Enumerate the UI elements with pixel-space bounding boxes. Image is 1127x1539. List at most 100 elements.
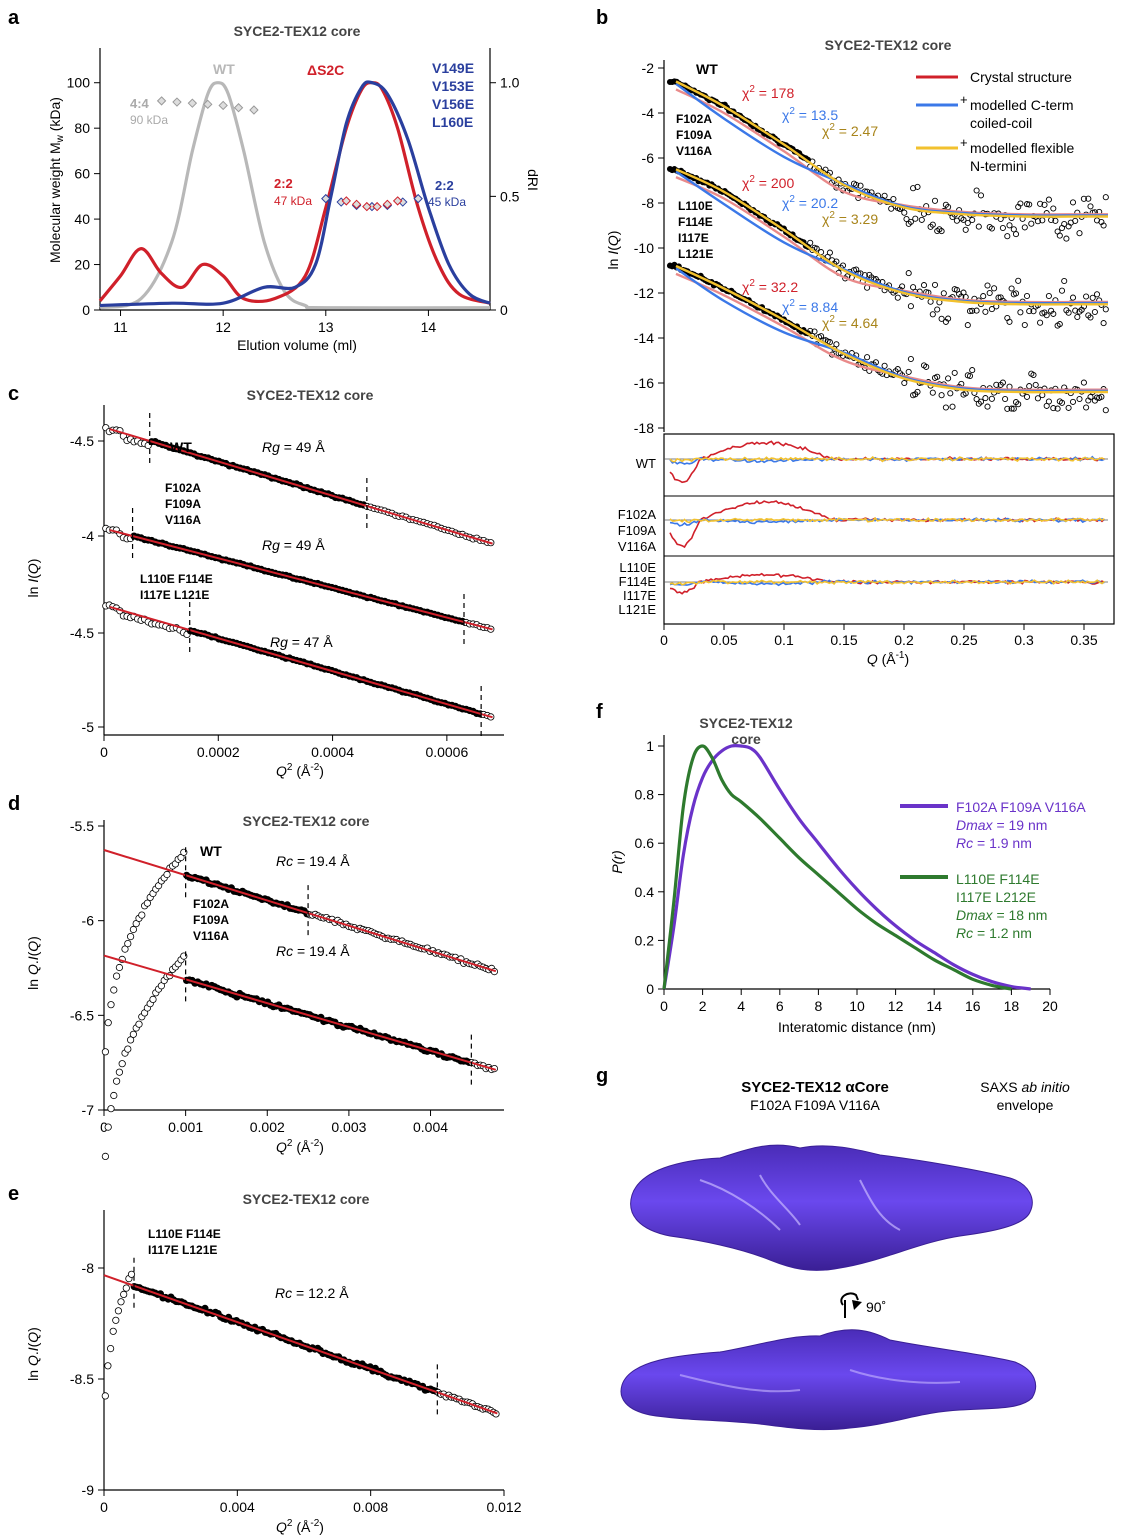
panel-letter-c: c (8, 383, 19, 405)
a-label-ds2c: ΔS2C (307, 62, 344, 78)
b-data-point (988, 306, 995, 313)
f-xtick-label: 12 (888, 998, 904, 1014)
panel-e-title: SYCE2-TEX12 core (243, 1191, 370, 1207)
d-fit-line (103, 849, 497, 973)
a-dri-curve-0 (99, 81, 491, 310)
envelope-top-highlights (699, 1174, 901, 1231)
d-data-point (135, 1020, 143, 1028)
b-data-point (1041, 201, 1048, 208)
b-data-point (1065, 309, 1072, 316)
e-data-point (112, 1316, 120, 1324)
b-data-point (1063, 235, 1070, 242)
f-xtick-label: 10 (849, 998, 865, 1014)
panel-e-ylabel: ln Q.I(Q) (25, 1327, 41, 1381)
b-data-point (993, 381, 1000, 388)
d-data-point (107, 1001, 115, 1009)
panel-e-xlabel: Q2 (Å-2) (276, 1518, 324, 1535)
e-xtick-label: 0.004 (220, 1499, 255, 1515)
b-data-point (1023, 292, 1031, 300)
panel-letter-a: a (8, 7, 20, 29)
b-legend-nterm-2: N-termini (970, 158, 1027, 174)
c-ytick-label: -4 (82, 528, 95, 544)
b-label-m1-3: V116A (676, 144, 712, 158)
f-xtick-label: 6 (776, 998, 784, 1014)
d-data-point (149, 995, 157, 1004)
b-legend-plus-1: + (960, 92, 968, 107)
f-ytick-label: 0.8 (635, 787, 655, 803)
d-data-point (110, 1091, 118, 1100)
b-resid-label: L110E (619, 560, 656, 575)
d-data-point (124, 939, 132, 948)
d-label-wt: WT (200, 843, 222, 859)
a-mw-marker (172, 97, 182, 107)
b-xtick-label: 0.05 (710, 632, 737, 648)
b-data-point (988, 395, 995, 402)
b-label-m1-2: F109A (676, 128, 712, 142)
f-pr-curve-0 (662, 743, 1031, 991)
b-resid-label: L121E (618, 602, 656, 617)
e-fit-line (103, 1274, 498, 1415)
b-legend-crystal: Crystal structure (970, 69, 1072, 85)
b-chi-squared: χ2 = 8.84 (782, 298, 838, 315)
c-label-m1-1: F102A (165, 481, 201, 495)
b-ytick-label: -2 (642, 60, 655, 76)
b-data-point (1058, 287, 1066, 294)
b-data-point (1015, 277, 1022, 284)
b-data-point (991, 285, 998, 292)
panel-b-title: SYCE2-TEX12 core (825, 37, 952, 53)
b-data-point (1072, 307, 1079, 314)
b-data-point (1021, 224, 1028, 231)
panel-f-title-1: SYCE2-TEX12 (699, 715, 793, 731)
b-data-point (1023, 393, 1031, 400)
panel-letter-f: f (596, 701, 603, 723)
panel-letter-g: g (596, 1065, 608, 1087)
e-ytick-label: -8 (82, 1260, 95, 1276)
f-legend-2-name-1: L110E F114E (956, 871, 1040, 887)
panel-c-xlabel: Q2 (Å-2) (276, 762, 324, 779)
b-data-point (1037, 200, 1044, 207)
b-data-point (1083, 404, 1090, 411)
panel-d-chart: SYCE2-TEX12 core 0 0.001 0.002 0.003 0.004 -5… (25, 813, 504, 1161)
b-ytick-label: -14 (634, 330, 654, 346)
b-data-point (1052, 217, 1059, 224)
b-residual-trace (669, 516, 1105, 524)
f-legend-2-rc: Rc = 1.2 nm (956, 925, 1032, 941)
c-fit-line (109, 428, 493, 545)
b-fit-cterm (675, 267, 1108, 393)
b-legend-cterm-1: modelled C-term (970, 97, 1073, 113)
b-data-point (977, 398, 985, 405)
f-xtick-label: 14 (926, 998, 942, 1014)
a-mw-marker (351, 199, 362, 210)
e-xtick-label: 0.008 (353, 1499, 388, 1515)
a-label-mut-2: V153E (432, 78, 474, 94)
d-data-point (143, 899, 151, 907)
b-residual-trace (669, 455, 1105, 465)
d-data-point (127, 932, 135, 941)
a-mw-marker (187, 98, 198, 108)
b-data-point (881, 362, 888, 369)
c-xtick-label: 0.0002 (197, 744, 240, 760)
b-data-point (1076, 395, 1083, 403)
b-chi-squared: χ2 = 13.5 (782, 106, 838, 123)
e-data-point (107, 1345, 115, 1353)
d-ytick-label: -6 (82, 913, 95, 929)
b-data-point (1069, 199, 1077, 206)
f-ytick-label: 0.2 (635, 932, 655, 948)
b-xtick-label: 0.3 (1014, 632, 1034, 648)
b-data-point (1080, 195, 1087, 202)
b-data-point (977, 192, 985, 199)
c-label-m2-2: I117E L121E (140, 588, 209, 602)
panel-letter-d: d (8, 793, 20, 815)
d-data-point (107, 1105, 115, 1113)
b-data-point (980, 293, 987, 300)
b-data-point (1008, 285, 1015, 292)
b-data-point (969, 367, 976, 374)
b-data-point (1102, 407, 1109, 414)
b-legend-nterm-1: modelled flexible (970, 140, 1074, 156)
d-label-m1-2: F109A (193, 913, 229, 927)
panel-c-chart: SYCE2-TEX12 core 0 0.0002 0.0004 0.0006 -4.5… (25, 387, 504, 779)
e-data-point (127, 1270, 136, 1278)
b-data-point (999, 224, 1006, 232)
b-data-point (910, 185, 917, 192)
b-label-m2-2: F114E (678, 215, 713, 229)
